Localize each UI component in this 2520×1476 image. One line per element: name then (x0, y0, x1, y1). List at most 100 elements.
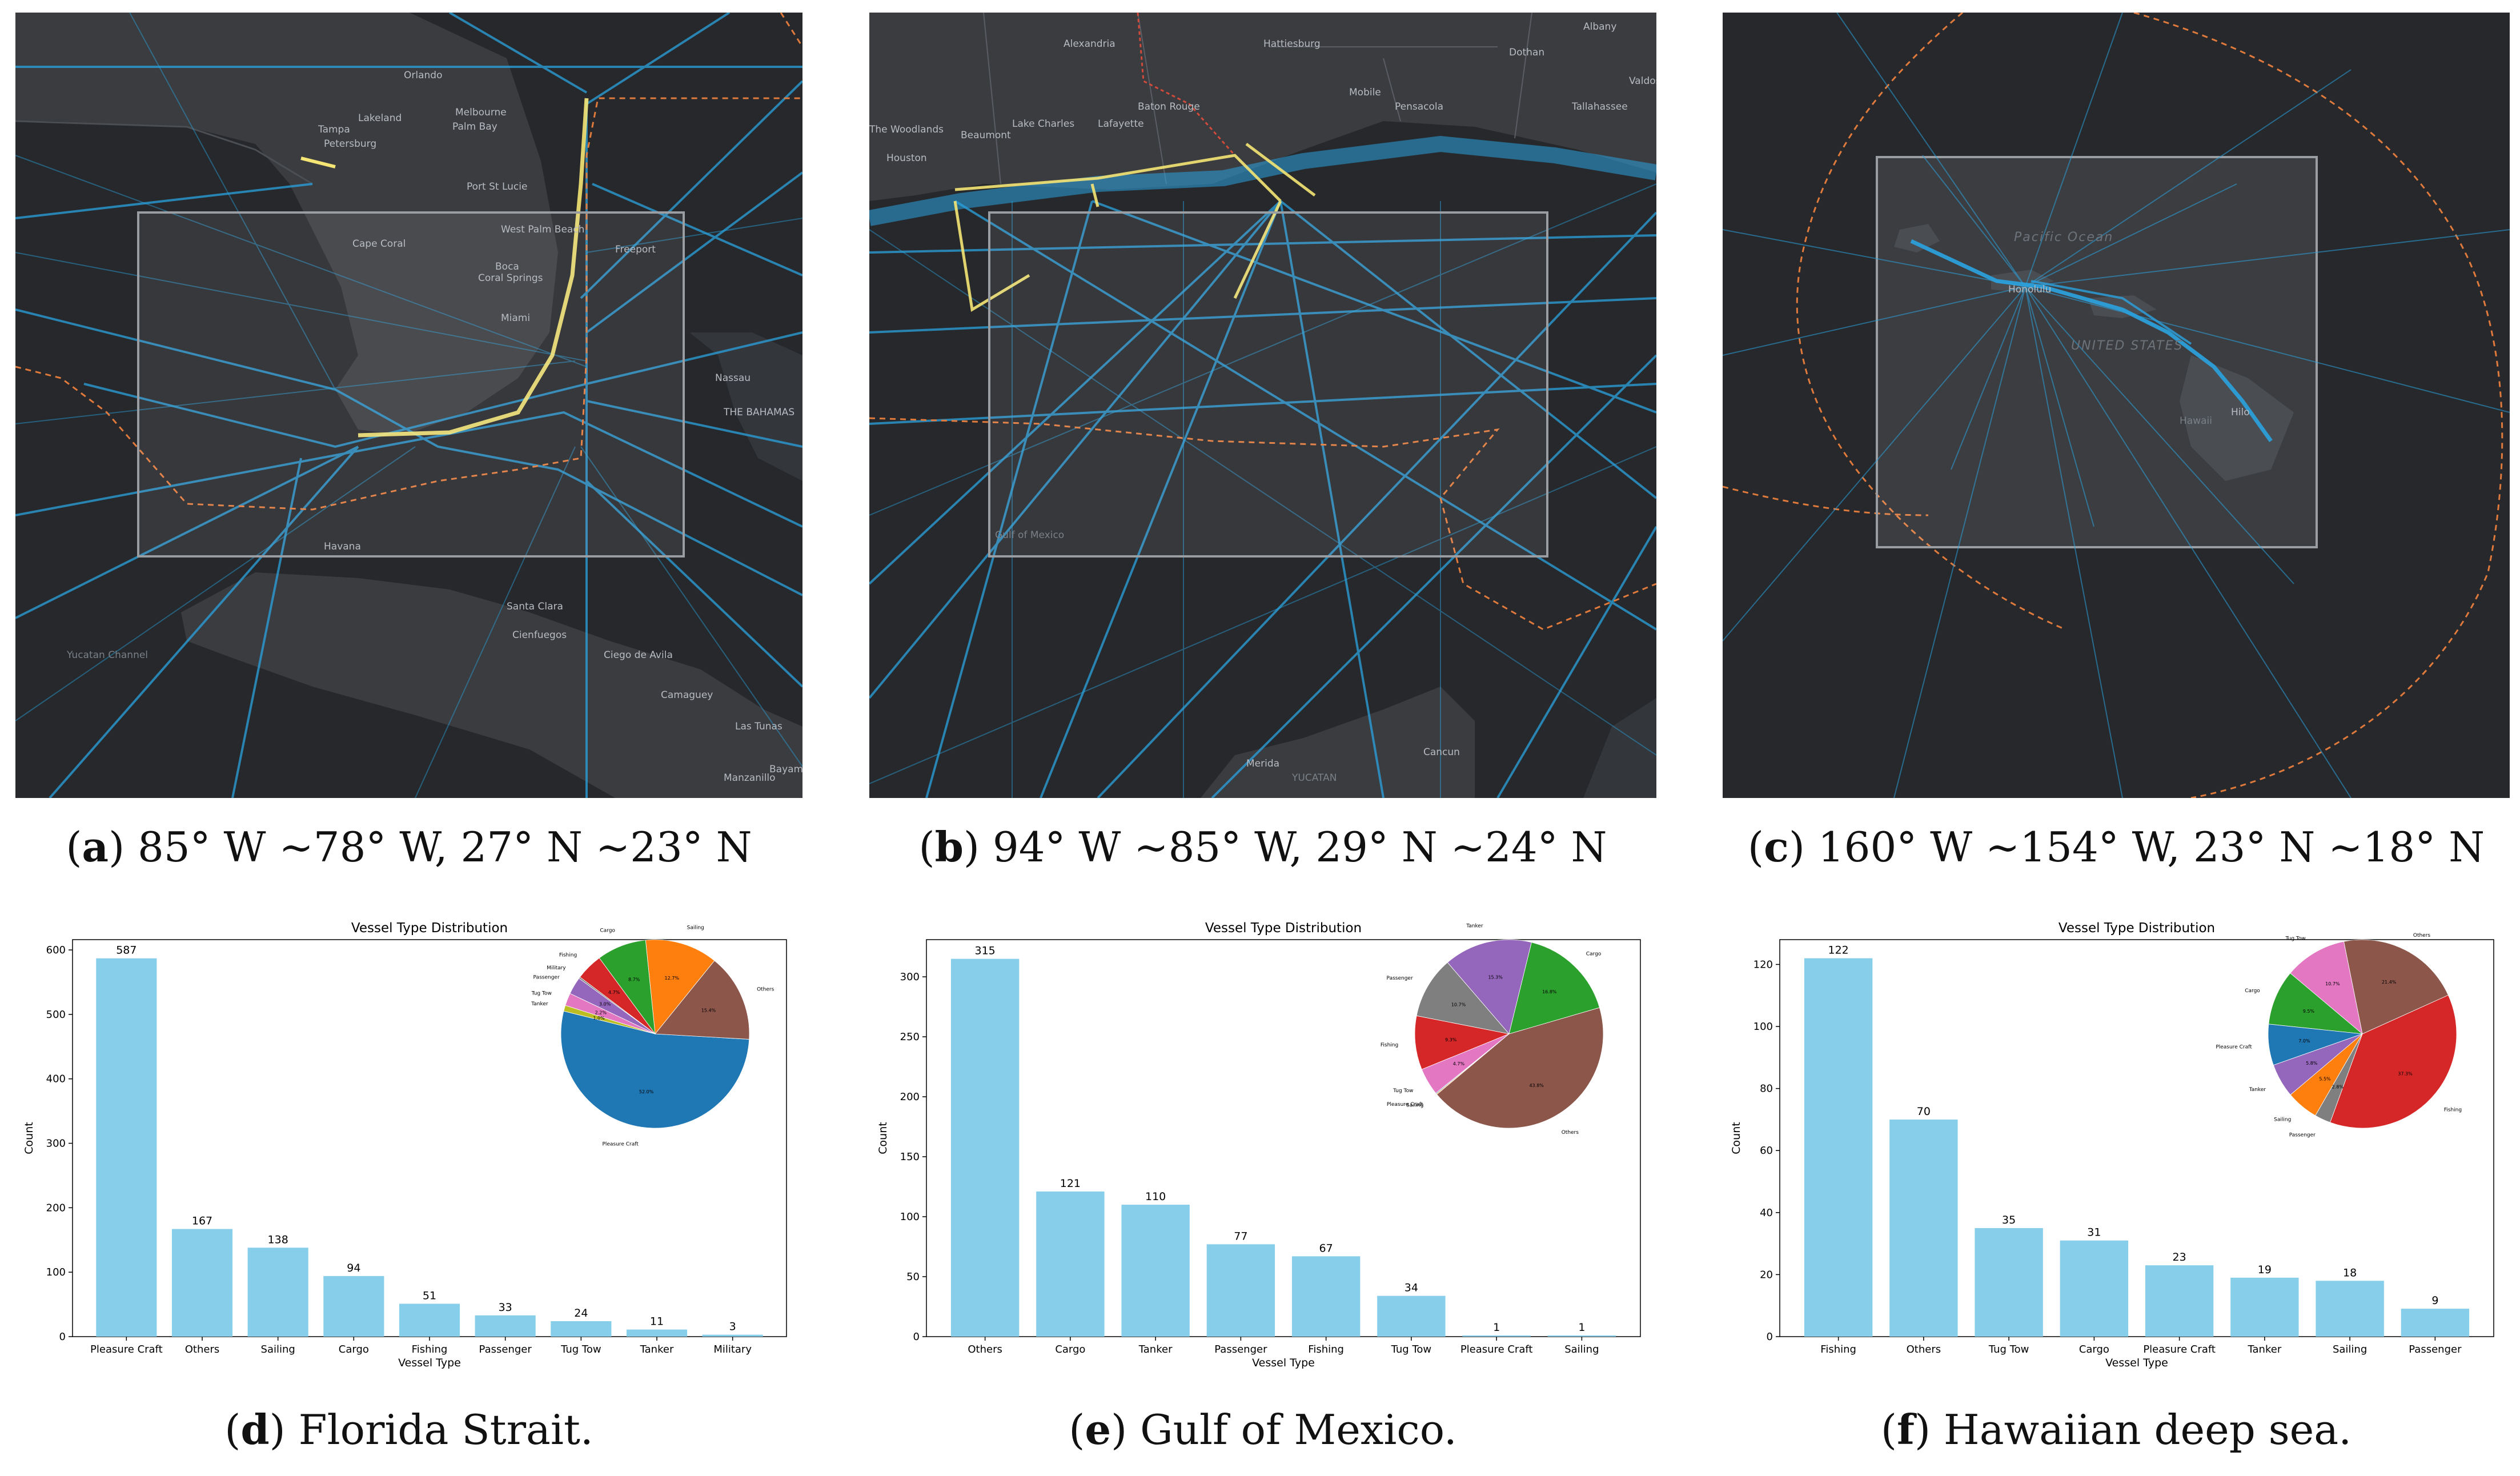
bar (2145, 1265, 2214, 1337)
bar (950, 958, 1020, 1337)
x-tick-label: Fishing (412, 1343, 448, 1355)
pie-slice-label: Fishing (2444, 1107, 2462, 1113)
map-label: Havana (324, 541, 361, 552)
pie-slice-label: Tanker (2249, 1087, 2266, 1093)
pie-slice (645, 939, 715, 1035)
map-label: Petersburg (324, 138, 376, 150)
pie-slice (1436, 1033, 1510, 1095)
y-tick-label: 120 (1753, 958, 1773, 970)
map-label: Melbourne (455, 107, 507, 118)
map-b-graphic: Alexandria Hattiesburg Albany Dothan Mob… (869, 13, 1656, 798)
map-label: Orlando (404, 70, 442, 81)
map-label: West Palm Beach (501, 224, 584, 235)
pie-slice-label: Sailing (687, 925, 704, 930)
y-tick-label: 40 (1760, 1207, 1773, 1219)
map-label: Nassau (715, 372, 751, 384)
y-tick-label: 100 (46, 1266, 66, 1278)
map-label: The Woodlands (869, 124, 944, 135)
bar-value-label: 110 (1145, 1190, 1166, 1203)
pie-slice-percent: 10.7% (2325, 981, 2340, 986)
pie-slice-label: Passenger (533, 975, 560, 981)
pie-slice (1508, 942, 1600, 1034)
map-label: Yucatan Channel (66, 649, 148, 661)
y-tick-label: 600 (46, 944, 66, 956)
x-tick-label: Sailing (261, 1343, 295, 1355)
bar (2230, 1277, 2299, 1337)
map-b-labels: Alexandria Hattiesburg Albany Dothan Mob… (869, 21, 1656, 784)
bar-value-label: 24 (574, 1307, 588, 1319)
pie-slice-percent: 9.5% (2303, 1009, 2315, 1014)
pie-slice-label: Pleasure Craft (1387, 1102, 1423, 1108)
pie-slice-percent: 4.7% (608, 990, 620, 995)
pie-slice-label: Passenger (1387, 976, 1413, 981)
bar (96, 958, 157, 1337)
pie-slice-percent: 12.7% (665, 976, 680, 981)
bar (1804, 958, 1873, 1337)
bar-value-label: 18 (2343, 1266, 2357, 1279)
map-label: Cienfuegos (512, 629, 567, 641)
y-tick-label: 250 (900, 1031, 920, 1043)
y-tick-label: 100 (1753, 1021, 1773, 1033)
x-tick-label: Passenger (479, 1343, 532, 1355)
y-tick-label: 20 (1760, 1269, 1773, 1281)
x-tick-label: Tug Tow (1988, 1343, 2029, 1355)
bar-value-label: 167 (192, 1215, 212, 1228)
chart-d: Vessel Type Distribution 0 100 200 300 400 500… (15, 914, 802, 1382)
pie-slice (2268, 973, 2363, 1034)
map-label: YUCATAN (1291, 772, 1337, 784)
bar (626, 1329, 688, 1337)
map-label: Alexandria (1064, 38, 1115, 50)
pie-slice-percent: 10.7% (1451, 1002, 1466, 1008)
y-axis-label: Count (877, 1122, 889, 1154)
pie-slice-label: Cargo (600, 928, 615, 933)
bar-value-label: 31 (2087, 1226, 2101, 1239)
map-label: Beaumont (961, 130, 1011, 141)
pie-slice-percent: 15.4% (701, 1008, 716, 1013)
pie-slice-percent: 37.3% (2398, 1072, 2413, 1077)
caption-f: (f) Hawaiian deep sea. (1880, 1405, 2352, 1454)
map-florida-strait: Orlando Lakeland Tampa Petersburg Melbou… (15, 13, 802, 798)
y-tick-label: 100 (900, 1211, 920, 1223)
x-tick-label: Pleasure Craft (1460, 1343, 1533, 1355)
bar-value-label: 9 (2431, 1294, 2438, 1307)
map-label: Cancun (1423, 747, 1460, 758)
map-a-graphic: Orlando Lakeland Tampa Petersburg Melbou… (15, 13, 802, 798)
y-tick-label: 0 (59, 1331, 66, 1343)
map-label: Valdosta (1629, 75, 1656, 87)
bar (551, 1321, 612, 1337)
bar (2401, 1309, 2470, 1337)
x-tick-label: Passenger (1214, 1343, 1267, 1355)
pie-slice-percent: 4.7% (1453, 1061, 1465, 1066)
bar-value-label: 11 (650, 1315, 664, 1328)
caption-e: (e) Gulf of Mexico. (1069, 1405, 1457, 1454)
pie-slice-label: Tug Tow (1393, 1088, 1413, 1094)
pie-slice-percent: 2.2% (595, 1010, 607, 1016)
pie-slice-label: Sailing (1406, 1103, 1423, 1109)
map-gulf-of-mexico: Alexandria Hattiesburg Albany Dothan Mob… (869, 13, 1656, 798)
x-axis-label: Vessel Type (2105, 1357, 2168, 1369)
chart-d-svg: Vessel Type Distribution 0 100 200 300 400 500… (23, 921, 787, 1369)
y-axis-label: Count (23, 1122, 35, 1154)
pie-slice-label: Tanker (1466, 924, 1483, 929)
pie-slice (1414, 1015, 1510, 1070)
map-c-labels: Pacific Ocean Honolulu UNITED STATES Haw… (2008, 230, 2250, 427)
y-tick-label: 200 (900, 1091, 920, 1103)
pie-slice (560, 1010, 750, 1129)
map-label: UNITED STATES (2071, 339, 2183, 353)
map-label: Miami (501, 312, 530, 324)
caption-b: (b) 94° W ~85° W, 29° N ~24° N (918, 823, 1607, 871)
pie-slice-label: Fishing (1381, 1042, 1398, 1048)
pie-slice (1447, 939, 1532, 1034)
chart-title: Vessel Type Distribution (2058, 921, 2215, 936)
pie-slice-label: Pleasure Craft (2216, 1045, 2252, 1050)
pie-slice-label: Others (2413, 933, 2431, 938)
bar (1206, 1244, 1275, 1337)
y-tick-label: 0 (913, 1331, 920, 1343)
bar (247, 1248, 308, 1337)
bar (1377, 1295, 1446, 1337)
map-label: Baton Rouge (1138, 101, 1200, 113)
bar (1462, 1335, 1531, 1337)
pie-slice-percent: 2.8% (2332, 1085, 2344, 1090)
pie-slice-label: Passenger (2289, 1133, 2316, 1138)
bar (171, 1229, 233, 1337)
